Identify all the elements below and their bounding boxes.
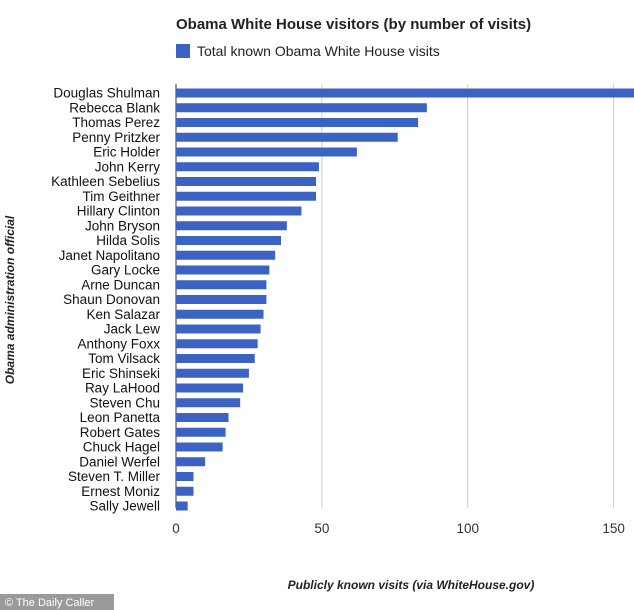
category-label: Steven Chu <box>89 395 160 410</box>
bar <box>176 147 357 157</box>
x-tick-label: 100 <box>456 521 479 536</box>
bar <box>176 324 261 334</box>
legend-label: Total known Obama White House visits <box>197 43 440 59</box>
category-label: Douglas Shulman <box>53 86 160 101</box>
category-label: John Bryson <box>85 218 160 233</box>
bar <box>176 236 282 245</box>
category-label: Tom Vilsack <box>88 351 160 366</box>
category-label: Jack Lew <box>104 322 161 337</box>
bar <box>176 295 267 304</box>
bar <box>176 309 264 319</box>
bar <box>176 88 634 98</box>
category-label: Sally Jewell <box>89 499 160 514</box>
bar <box>176 103 427 113</box>
x-tick-label: 0 <box>172 521 180 536</box>
category-label: Hillary Clinton <box>77 204 160 219</box>
x-tick-label: 150 <box>602 521 625 536</box>
category-label: Penny Pritzker <box>72 130 160 145</box>
x-axis-title: Publicly known visits (via WhiteHouse.go… <box>288 578 535 592</box>
bar <box>176 177 317 186</box>
bar <box>176 472 194 481</box>
category-label: Tim Geithner <box>82 189 160 204</box>
category-label: Kathleen Sebelius <box>51 174 160 189</box>
category-label: Robert Gates <box>80 425 161 440</box>
category-label: Ken Salazar <box>86 307 160 322</box>
bar <box>176 398 241 408</box>
bar <box>176 442 223 452</box>
bar <box>176 221 287 231</box>
bar <box>176 280 267 290</box>
category-label: Hilda Solis <box>96 233 160 248</box>
bar <box>176 383 244 393</box>
bar <box>176 413 229 422</box>
bar <box>176 132 398 142</box>
bar <box>176 191 317 201</box>
category-label: Ray LaHood <box>85 381 160 396</box>
category-label: Thomas Perez <box>72 115 160 130</box>
x-tick-labels: 0 50 100 150 <box>172 521 625 536</box>
x-tick-label: 50 <box>314 521 329 536</box>
category-label: Arne Duncan <box>81 277 160 292</box>
bar <box>176 162 319 172</box>
category-label: Eric Shinseki <box>82 366 160 381</box>
legend-swatch <box>176 44 190 58</box>
bars <box>176 88 634 511</box>
category-label: John Kerry <box>95 159 161 174</box>
category-label: Chuck Hagel <box>83 440 160 455</box>
credit-background <box>0 594 114 610</box>
bar <box>176 118 419 127</box>
bar <box>176 339 258 349</box>
category-label: Anthony Foxx <box>77 336 160 351</box>
bar <box>176 206 302 216</box>
bar <box>176 501 188 511</box>
bar <box>176 427 226 437</box>
category-label: Rebecca Blank <box>69 100 160 115</box>
category-label: Steven T. Miller <box>68 469 161 484</box>
category-label: Ernest Moniz <box>81 484 160 499</box>
category-label: Shaun Donovan <box>63 292 160 307</box>
category-label: Leon Panetta <box>80 410 161 425</box>
category-label: Janet Napolitano <box>59 248 160 263</box>
bar <box>176 486 194 496</box>
bar <box>176 368 249 378</box>
credit-label: © The Daily Caller <box>5 597 95 609</box>
category-label: Gary Locke <box>91 263 160 278</box>
bar <box>176 354 255 363</box>
category-label: Eric Holder <box>93 145 160 160</box>
category-label: Daniel Werfel <box>79 454 160 469</box>
bar <box>176 457 206 467</box>
y-axis-title: Obama administration official <box>3 215 17 384</box>
chart-title: Obama White House visitors (by number of… <box>176 16 531 33</box>
bar <box>176 250 276 260</box>
bar <box>176 265 270 275</box>
